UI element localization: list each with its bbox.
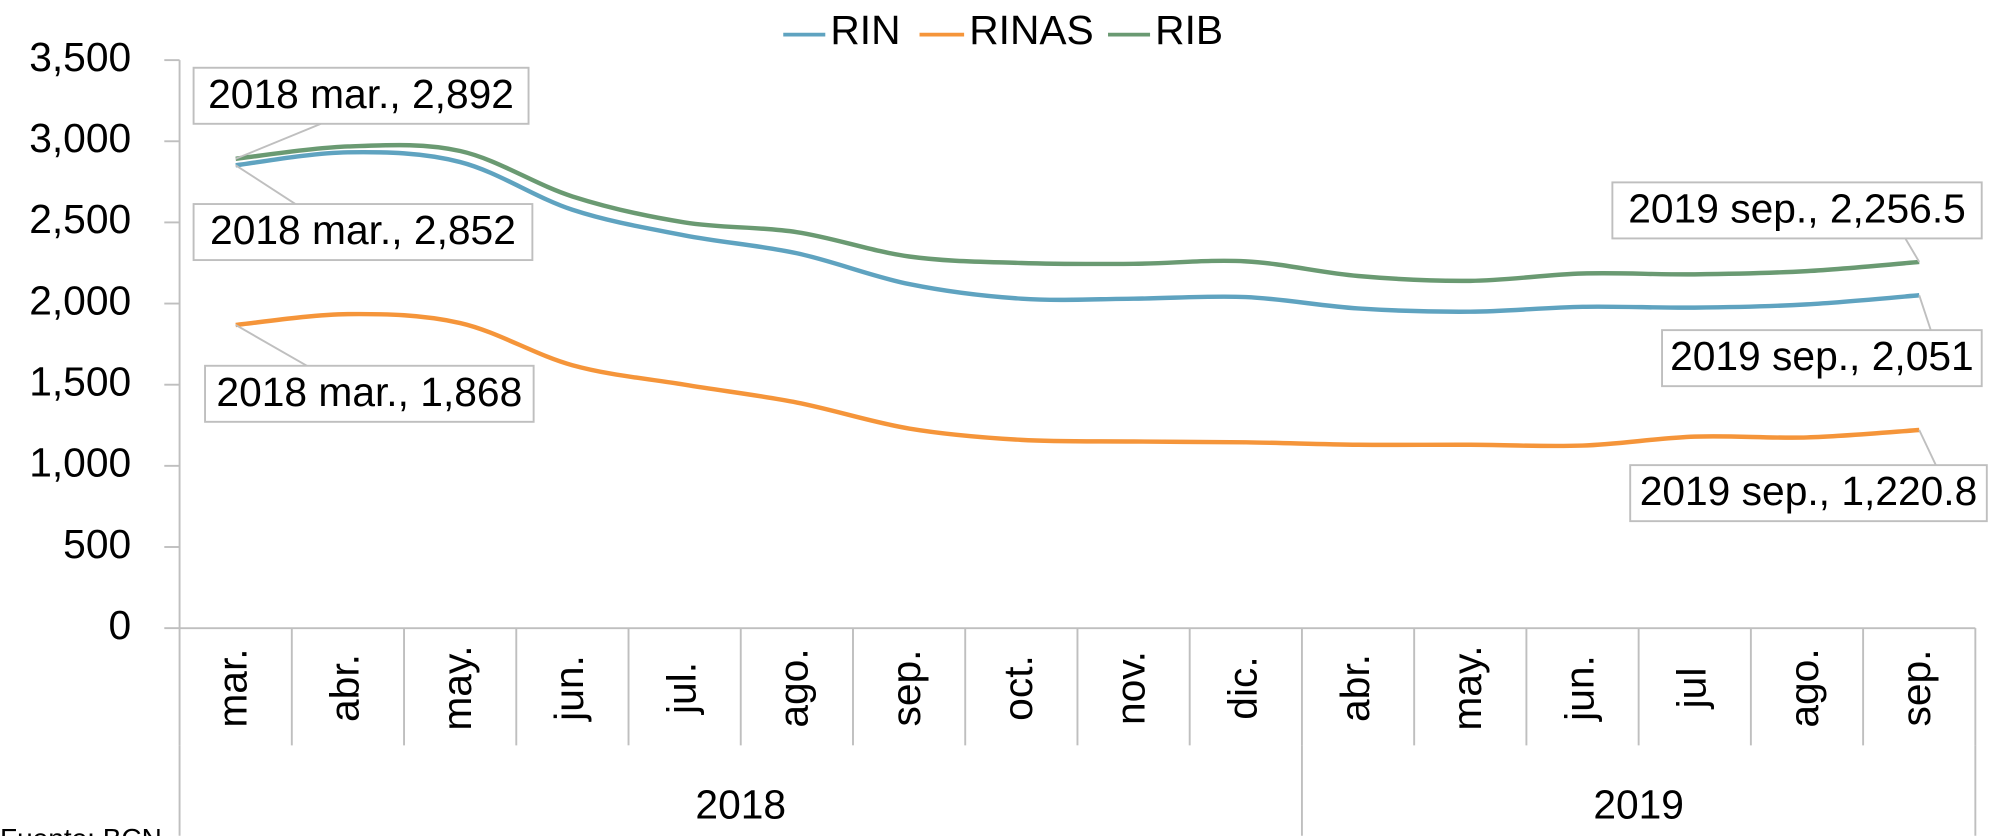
y-tick-label: 3,000 [29,115,131,161]
series-line [235,142,1920,284]
legend-label: RINAS [969,7,1094,53]
y-tick-label: 3,500 [29,34,131,80]
x-tick-label: ago. [1781,648,1827,727]
x-tick-label: jul [1669,668,1715,710]
x-tick-label: oct. [995,655,1041,721]
x-tick-label: sep. [883,649,929,726]
annotation-label: 2019 sep., 2,256.5 [1628,185,1966,231]
x-tick-label: jul. [658,662,704,715]
y-tick-label: 0 [109,602,132,648]
annotation-box [192,203,534,262]
annotation-leader [235,324,308,367]
x-tick-label: jun. [1556,655,1602,722]
annotation-leader [1918,294,1932,331]
legend-label: RIN [830,7,900,53]
x-tick-label: may. [434,645,480,730]
series-line [235,311,1920,449]
x-tick-label: sep. [1893,649,1939,726]
x-tick-label: abr. [322,654,368,722]
annotation-label: 2018 mar., 1,868 [216,369,522,415]
x-tick-label: jun. [546,655,592,722]
annotation-label: 2018 mar., 2,852 [210,207,516,253]
legend-label: RIB [1155,7,1223,53]
annotation-leader [235,122,322,160]
x-tick-label: nov. [1107,651,1153,725]
x-tick-label: dic. [1220,656,1266,719]
annotation-box [204,364,535,423]
annotation-leader [1918,429,1937,466]
y-tick-label: 1,500 [29,358,131,404]
x-tick-label: mar. [209,648,255,727]
x-tick-label: ago. [771,648,817,727]
x-tick-label: abr. [1332,654,1378,722]
group-label: 2019 [1593,781,1684,827]
group-label: 2018 [695,781,786,827]
y-tick-label: 500 [63,521,131,567]
annotation-box [1611,181,1983,240]
x-tick-label: may. [1444,645,1490,730]
annotation-label: 2018 mar., 2,892 [208,71,514,117]
annotation-leader [235,164,296,205]
annotation-box [192,66,530,125]
y-tick-label: 2,000 [29,277,131,323]
annotation-box [1661,329,1983,388]
annotation-label: 2019 sep., 2,051 [1670,333,1974,379]
annotation-leader [1904,237,1921,263]
source-note: Fuente: BCN [0,823,162,836]
y-tick-label: 2,500 [29,196,131,242]
y-tick-label: 1,000 [29,440,131,486]
annotation-label: 2019 sep., 1,220.8 [1640,468,1978,514]
series-line [235,149,1920,314]
annotation-box [1629,464,1988,523]
